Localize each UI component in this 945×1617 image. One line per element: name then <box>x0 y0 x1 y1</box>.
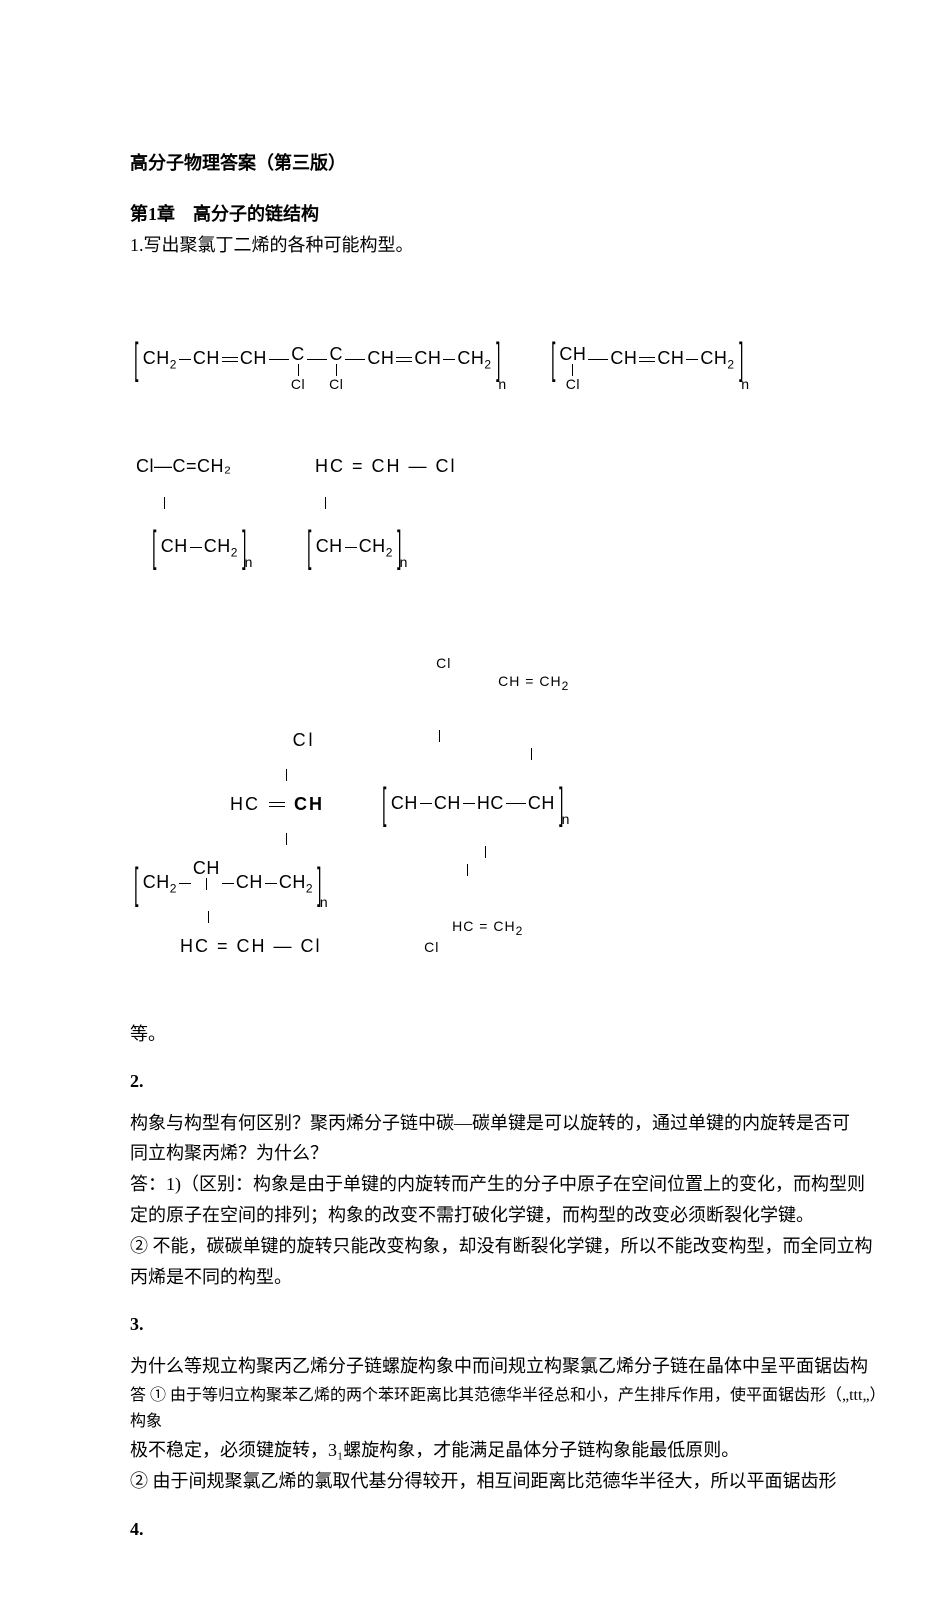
structure-1: [CH2CHCH CCl CClCHCHCH2]n <box>130 309 507 409</box>
question-3-number: 3. <box>130 1311 885 1338</box>
q3-ans2: 极不稳定，必须键旋转，3₁螺旋构象，才能满足晶体分子链构象能最低原则。 <box>130 1436 885 1465</box>
structure-5: Cl HC CH [CH2CH CHCH2]n HC = CH — Cl <box>130 713 328 991</box>
etc-text: 等。 <box>130 1021 885 1048</box>
structure-3: Cl—C=CH₂ [CHCH2]n <box>130 439 253 587</box>
q2-line2: 同立构聚丙烯？为什么？ <box>130 1139 885 1168</box>
q3-ans1: 答 ① 由于等归立构聚苯乙烯的两个苯环距离比其范德华半径总和小，产生排斥作用，使… <box>130 1383 885 1434</box>
q3-line1: 为什么等规立构聚丙乙烯分子链螺旋构象中而间规立构聚氯乙烯分子链在晶体中呈平面锯齿… <box>130 1352 885 1381</box>
structures-block: [CH2CHCH CCl CClCHCHCH2]n [ CHClCHCHCH2]… <box>130 309 885 991</box>
structure-row-1: [CH2CHCH CCl CClCHCHCH2]n [ CHClCHCHCH2]… <box>130 309 885 409</box>
question-2-number: 2. <box>130 1068 885 1095</box>
structure-2: [ CHClCHCHCH2]n <box>547 309 750 409</box>
structure-row-3: Cl HC CH [CH2CH CHCH2]n HC = CH — Cl Cl … <box>130 617 885 991</box>
structure-6: Cl CH = CH2 [CHCHHCCH]n HC = CH2 Cl <box>378 617 570 991</box>
question-4-number: 4. <box>130 1516 885 1543</box>
document-page: 高分子物理答案（第三版） 第1章 高分子的链结构 1.写出聚氯丁二烯的各种可能构… <box>0 0 945 1617</box>
chapter-heading: 第1章 高分子的链结构 <box>130 201 885 228</box>
structure-4: HC = CH — Cl [CHCH2]n <box>303 439 457 587</box>
q2-ans1: 答：1)（区别：构象是由于单键的内旋转而产生的分子中原子在空间位置上的变化，而构… <box>130 1170 885 1199</box>
q2-ans2: 定的原子在空间的排列；构象的改变不需打破化学键，而构型的改变必须断裂化学键。 <box>130 1201 885 1230</box>
structure-row-2: Cl—C=CH₂ [CHCH2]n HC = CH — Cl [CHCH2]n <box>130 439 885 587</box>
doc-title: 高分子物理答案（第三版） <box>130 150 885 177</box>
question-1: 1.写出聚氯丁二烯的各种可能构型。 <box>130 232 885 259</box>
q2-ans3: ② 不能，碳碳单键的旋转只能改变构象，却没有断裂化学键，所以不能改变构型，而全同… <box>130 1232 885 1261</box>
q2-ans4: 丙烯是不同的构型。 <box>130 1263 885 1292</box>
q2-line1: 构象与构型有何区别？聚丙烯分子链中碳—碳单键是可以旋转的，通过单键的内旋转是否可 <box>130 1109 885 1138</box>
q3-ans3: ② 由于间规聚氯乙烯的氯取代基分得较开，相互间距离比范德华半径大，所以平面锯齿形 <box>130 1467 885 1496</box>
